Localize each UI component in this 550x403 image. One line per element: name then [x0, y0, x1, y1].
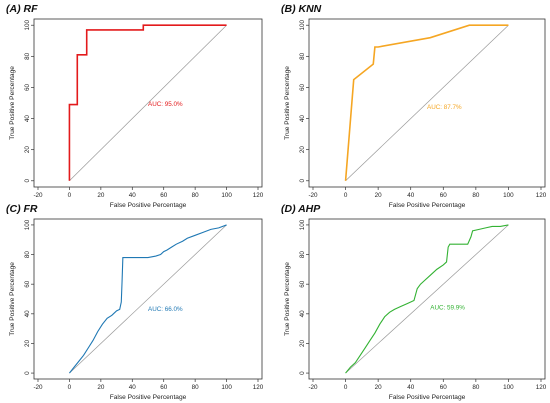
y-tick-label: 0 [24, 179, 31, 183]
x-tick-label: 100 [221, 192, 232, 199]
x-tick-label: -20 [308, 384, 318, 391]
y-tick-label: 20 [299, 146, 306, 154]
y-tick-label: 80 [299, 52, 306, 60]
y-tick-label: 40 [24, 310, 31, 318]
x-tick-label: 60 [160, 192, 168, 199]
x-tick-label: 100 [503, 192, 514, 199]
panel-4-ylabel: True Positive Percentage [284, 262, 291, 336]
y-tick-label: 100 [299, 19, 306, 30]
x-tick-label: -20 [33, 192, 43, 199]
x-tick-label: 0 [68, 384, 72, 391]
x-tick-label: 40 [407, 384, 415, 391]
diagonal-reference-line [345, 24, 509, 182]
x-tick-label: 120 [253, 384, 264, 391]
y-tick-label: 20 [24, 339, 31, 347]
panel-1-title: (A) RF [6, 3, 38, 15]
panel-4: (D) AHP -20 0 20 40 60 80 100 120 0 20 40 60 80 100 Fal… [281, 203, 547, 401]
panel-1: (A) RF -20 0 20 40 60 80 100 120 0 20 40 60 80 100 Fals… [6, 3, 264, 209]
x-tick-label: 120 [253, 192, 264, 199]
x-tick-label: 80 [192, 384, 200, 391]
y-tick-label: 0 [24, 371, 31, 375]
roc-curve-4 [345, 224, 509, 374]
y-tick-label: 20 [299, 339, 306, 347]
panel-2-frame [308, 18, 546, 188]
panel-1-frame [33, 18, 263, 188]
x-tick-label: 20 [97, 384, 105, 391]
panel-4-xlabel: False Positive Percentage [389, 394, 466, 401]
y-tick-label: 100 [24, 19, 31, 30]
x-tick-label: 120 [536, 384, 547, 391]
roc-curve-2 [344, 24, 509, 181]
y-tick-label: 80 [24, 251, 31, 259]
x-tick-label: 0 [344, 192, 348, 199]
y-tick-label: 60 [24, 280, 31, 288]
y-tick-label: 40 [299, 115, 306, 123]
y-tick-label: 40 [24, 115, 31, 123]
roc-curve-1 [68, 24, 227, 181]
panel-2-title: (B) KNN [281, 3, 322, 15]
panel-2-auc-label: AUC: 87.7% [427, 104, 462, 111]
x-tick-label: 120 [536, 192, 547, 199]
x-tick-label: 0 [68, 192, 72, 199]
panel-1-ylabel: True Positive Percentage [9, 66, 16, 140]
x-tick-label: 80 [472, 384, 480, 391]
x-tick-label: 100 [221, 384, 232, 391]
panel-3-ylabel: True Positive Percentage [9, 262, 16, 336]
x-tick-label: 20 [97, 192, 105, 199]
panel-4-auc-label: AUC: 59.9% [430, 304, 465, 311]
panel-1-xlabel: False Positive Percentage [110, 202, 187, 209]
roc-curve-3 [68, 224, 227, 374]
y-tick-label: 60 [24, 83, 31, 91]
diagonal-reference-line [345, 224, 509, 374]
panel-3-xlabel: False Positive Percentage [110, 394, 187, 401]
x-tick-label: 80 [192, 192, 200, 199]
x-tick-label: 40 [407, 192, 415, 199]
x-tick-label: 60 [160, 384, 168, 391]
x-tick-label: 20 [375, 384, 383, 391]
y-tick-label: 80 [299, 251, 306, 259]
panel-3-title: (C) FR [6, 203, 38, 215]
panel-1-auc-label: AUC: 95.0% [148, 101, 183, 108]
x-tick-label: 80 [472, 192, 480, 199]
x-tick-label: 40 [129, 384, 137, 391]
y-tick-label: 100 [299, 219, 306, 230]
diagonal-reference-line [69, 224, 227, 374]
panel-4-frame [308, 218, 546, 380]
x-tick-label: 0 [344, 384, 348, 391]
panel-4-title: (D) AHP [281, 203, 321, 215]
diagonal-reference-line [69, 24, 227, 182]
panel-3-frame [33, 218, 263, 380]
y-tick-label: 0 [299, 371, 306, 375]
x-tick-label: -20 [33, 384, 43, 391]
x-tick-label: 20 [375, 192, 383, 199]
x-tick-label: -20 [308, 192, 318, 199]
panel-2-xlabel: False Positive Percentage [389, 202, 466, 209]
x-tick-label: 60 [440, 384, 448, 391]
panel-2-ylabel: True Positive Percentage [284, 66, 291, 140]
y-tick-label: 60 [299, 83, 306, 91]
x-tick-label: 100 [503, 384, 514, 391]
panel-3: (C) FR -20 0 20 40 60 80 100 120 0 20 40 60 80 100 Fals… [6, 203, 264, 401]
y-tick-label: 80 [24, 52, 31, 60]
y-tick-label: 60 [299, 280, 306, 288]
x-tick-label: 40 [129, 192, 137, 199]
x-tick-label: 60 [440, 192, 448, 199]
panel-2: (B) KNN -20 0 20 40 60 80 100 120 0 20 40 60 80 100 Fal… [281, 3, 547, 209]
y-tick-label: 40 [299, 310, 306, 318]
y-tick-label: 20 [24, 146, 31, 154]
panel-3-auc-label: AUC: 66.0% [148, 306, 183, 313]
y-tick-label: 0 [299, 179, 306, 183]
y-tick-label: 100 [24, 219, 31, 230]
